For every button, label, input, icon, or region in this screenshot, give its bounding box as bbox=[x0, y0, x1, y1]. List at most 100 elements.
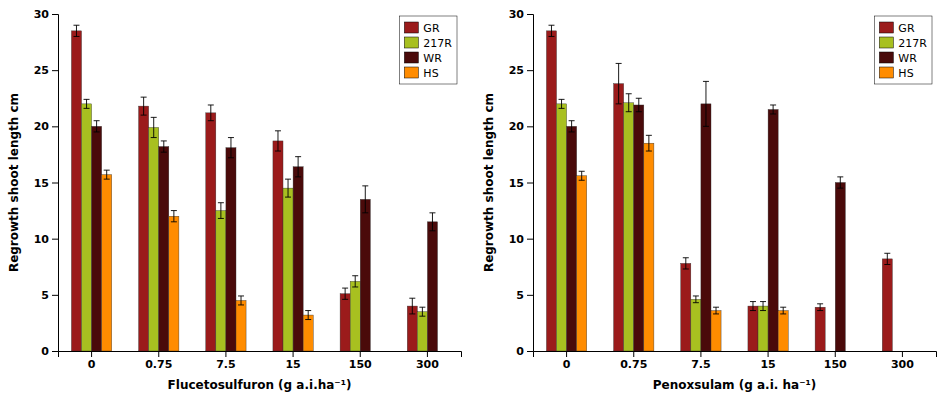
error-bar bbox=[94, 121, 100, 132]
x-axis-title: Flucetosulfuron (g a.i.ha⁻¹) bbox=[168, 378, 352, 392]
legend-label: GR bbox=[423, 22, 440, 35]
tick-mark bbox=[902, 351, 903, 357]
y-axis: 051015202530 bbox=[509, 8, 534, 358]
error-bar bbox=[218, 203, 224, 219]
tick: 5 bbox=[516, 289, 533, 302]
legend-label: 217R bbox=[898, 37, 927, 50]
bar bbox=[644, 143, 654, 351]
axis-line bbox=[59, 352, 462, 358]
error-bar bbox=[409, 298, 415, 314]
tick: 0 bbox=[516, 345, 533, 358]
error-bar bbox=[616, 63, 622, 103]
tick-mark bbox=[360, 351, 361, 357]
tick-label: 30 bbox=[509, 8, 525, 21]
tick-mark bbox=[527, 183, 533, 184]
error-bar bbox=[626, 94, 632, 112]
tick-label: 25 bbox=[34, 64, 49, 77]
tick-mark bbox=[225, 351, 226, 357]
tick: 5 bbox=[41, 289, 58, 302]
tick: 25 bbox=[509, 64, 533, 77]
error-bar bbox=[548, 25, 554, 36]
tick: 0.75 bbox=[145, 351, 172, 371]
bar bbox=[845, 351, 855, 352]
error-bar bbox=[84, 99, 90, 108]
error-bar bbox=[285, 179, 291, 197]
bar bbox=[283, 188, 293, 351]
error-bar bbox=[693, 296, 699, 303]
bar bbox=[236, 300, 246, 351]
tick-mark bbox=[52, 70, 58, 71]
tick-mark bbox=[633, 351, 634, 357]
tick-label: 5 bbox=[516, 289, 524, 302]
bar bbox=[226, 148, 236, 351]
error-bar bbox=[636, 98, 642, 111]
bar bbox=[360, 199, 370, 351]
error-bar bbox=[559, 99, 565, 108]
tick-label: 15 bbox=[760, 358, 775, 371]
legend-label: GR bbox=[898, 22, 915, 35]
bar bbox=[758, 306, 768, 351]
bar-series bbox=[567, 81, 846, 351]
x-axis: 00.757.515150300 bbox=[59, 351, 462, 371]
bar bbox=[711, 311, 721, 351]
bar bbox=[293, 167, 303, 351]
bar-series bbox=[102, 170, 314, 351]
legend-swatch bbox=[404, 52, 418, 63]
tick-mark bbox=[768, 351, 769, 357]
legend-label: HS bbox=[423, 67, 438, 80]
plot-area bbox=[71, 25, 437, 351]
tick-label: 15 bbox=[509, 177, 524, 190]
tick: 300 bbox=[416, 351, 439, 371]
bar bbox=[577, 176, 587, 351]
error-bar bbox=[760, 302, 766, 311]
panel: 05101520253000.757.515150300Flucetosulfu… bbox=[7, 8, 462, 392]
figure: 05101520253000.757.515150300Flucetosulfu… bbox=[0, 0, 950, 401]
tick-label: 20 bbox=[34, 120, 50, 133]
bar bbox=[169, 216, 179, 351]
tick: 15 bbox=[285, 351, 300, 371]
tick-label: 25 bbox=[509, 64, 524, 77]
error-bar bbox=[579, 171, 585, 180]
error-bar bbox=[104, 170, 110, 179]
tick: 300 bbox=[891, 351, 914, 371]
legend-swatch bbox=[879, 67, 893, 78]
tick-mark bbox=[566, 351, 567, 357]
bar bbox=[92, 126, 102, 351]
tick: 15 bbox=[760, 351, 775, 371]
legend-frame bbox=[399, 16, 457, 84]
bar-series bbox=[82, 99, 428, 351]
legend: GR217RWRHS bbox=[874, 16, 932, 84]
tick-mark bbox=[293, 351, 294, 357]
axis-line bbox=[527, 15, 534, 352]
x-axis: 00.757.515150300 bbox=[534, 351, 937, 371]
bar bbox=[815, 307, 825, 351]
bar bbox=[835, 183, 845, 352]
tick-mark bbox=[527, 70, 533, 71]
bar bbox=[71, 31, 81, 351]
tick-label: 0 bbox=[88, 358, 96, 371]
tick-label: 0 bbox=[563, 358, 571, 371]
bar bbox=[902, 351, 912, 352]
bar bbox=[417, 312, 427, 351]
error-bar bbox=[646, 135, 652, 151]
x-axis-title: Penoxsulam (g a.i. ha⁻¹) bbox=[653, 378, 817, 392]
tick: 10 bbox=[34, 233, 58, 246]
bar bbox=[681, 263, 691, 351]
legend-swatch bbox=[879, 22, 893, 33]
bar bbox=[912, 351, 922, 352]
tick-label: 20 bbox=[509, 120, 525, 133]
error-bar bbox=[429, 213, 435, 231]
tick: 150 bbox=[824, 351, 847, 371]
tick-label: 0 bbox=[41, 345, 49, 358]
error-bar bbox=[208, 105, 214, 121]
tick: 15 bbox=[509, 177, 533, 190]
bar bbox=[748, 306, 758, 351]
bar bbox=[882, 259, 892, 351]
error-bar bbox=[228, 138, 234, 158]
tick-mark bbox=[158, 351, 159, 357]
axis-line bbox=[52, 15, 59, 352]
axis-line bbox=[534, 352, 937, 358]
tick: 150 bbox=[349, 351, 372, 371]
tick-mark bbox=[527, 239, 533, 240]
bar-series bbox=[577, 135, 789, 351]
